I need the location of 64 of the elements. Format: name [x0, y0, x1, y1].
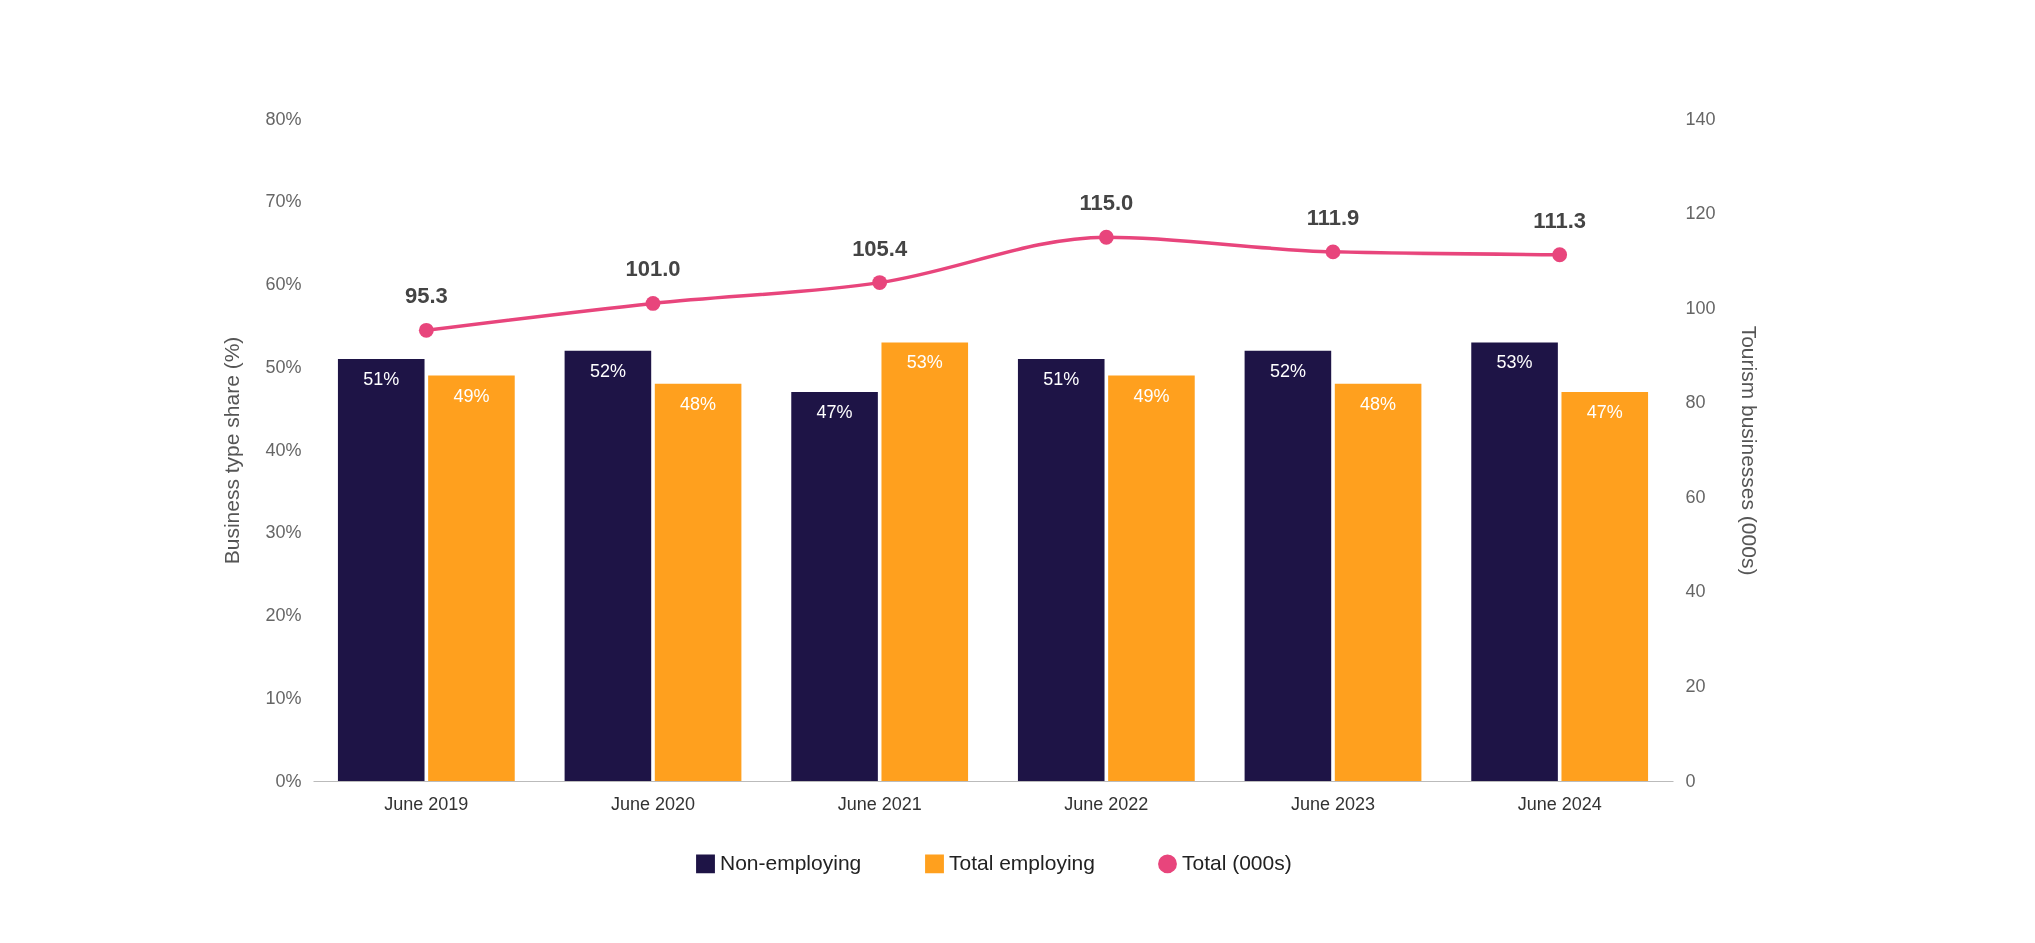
y-tick-label: 20% — [265, 605, 302, 625]
y-tick-label: 70% — [265, 191, 302, 212]
y-tick-label: 80% — [265, 108, 302, 129]
y2-tick-label: 80 — [1685, 392, 1706, 413]
data-label: 49% — [453, 385, 490, 406]
data-label: 51% — [1043, 368, 1080, 389]
data-label: 53% — [1496, 352, 1533, 373]
y-tick-label: 40% — [265, 439, 302, 460]
x-tick-label: June 2022 — [1064, 793, 1149, 814]
point — [418, 322, 434, 338]
bar — [881, 342, 969, 781]
y2-tick-label: 60 — [1685, 486, 1706, 507]
bar — [1334, 383, 1422, 781]
x-tick-label: June 2024 — [1517, 793, 1602, 814]
data-label: 49% — [1133, 385, 1170, 406]
y-tick-label: 10% — [265, 687, 302, 708]
bar — [428, 375, 515, 781]
x-tick-label: June 2023 — [1290, 793, 1376, 814]
legend-label: Total (000s) — [1182, 850, 1292, 874]
point — [1325, 244, 1341, 260]
y-tick-label: 50% — [265, 356, 302, 377]
y2-tick-label: 140 — [1685, 108, 1716, 129]
point — [1098, 229, 1114, 245]
point — [872, 275, 888, 291]
data-label: 111.3 — [1533, 207, 1586, 233]
point — [645, 296, 661, 311]
data-label: 51% — [363, 368, 400, 389]
bar — [654, 383, 742, 781]
data-label: 105.4 — [852, 235, 908, 261]
y-tick-label: 30% — [265, 522, 302, 543]
data-label: 95.3 — [404, 283, 448, 309]
point — [1552, 247, 1568, 263]
y-axis-title: Business type share (%) — [220, 336, 244, 565]
x-tick-label: June 2021 — [837, 793, 922, 814]
y2-tick-label: 20 — [1685, 675, 1706, 696]
bar — [1108, 375, 1195, 781]
bar — [1244, 350, 1332, 781]
data-label: 48% — [680, 393, 717, 414]
y2-axis-title: Tourism businesses (000s) — [1737, 325, 1761, 576]
bar — [1017, 358, 1105, 781]
data-label: 111.9 — [1306, 204, 1360, 230]
data-label: 47% — [816, 402, 853, 423]
data-label: 115.0 — [1079, 190, 1134, 216]
y2-tick-label: 120 — [1685, 203, 1716, 224]
data-label: 48% — [1360, 393, 1397, 414]
x-tick-label: June 2020 — [610, 793, 696, 814]
y-tick-label: 60% — [265, 274, 302, 294]
data-label: 53% — [906, 352, 943, 373]
data-label: 52% — [1269, 360, 1306, 381]
bar — [791, 392, 878, 781]
y-tick-label: 0% — [275, 770, 302, 791]
y2-tick-label: 100 — [1685, 297, 1716, 318]
bar — [1471, 342, 1558, 781]
data-label: 47% — [1586, 402, 1623, 423]
legend-label: Total employing — [949, 850, 1095, 874]
bar — [337, 358, 425, 781]
data-label: 52% — [589, 360, 626, 381]
bar — [1561, 392, 1649, 781]
bar — [564, 350, 652, 781]
data-label: 101.0 — [625, 256, 681, 282]
x-tick-label: June 2019 — [384, 793, 469, 814]
y2-tick-label: 40 — [1685, 581, 1706, 602]
y2-tick-label: 0 — [1685, 770, 1696, 791]
legend-label: Non-employing — [720, 850, 862, 874]
